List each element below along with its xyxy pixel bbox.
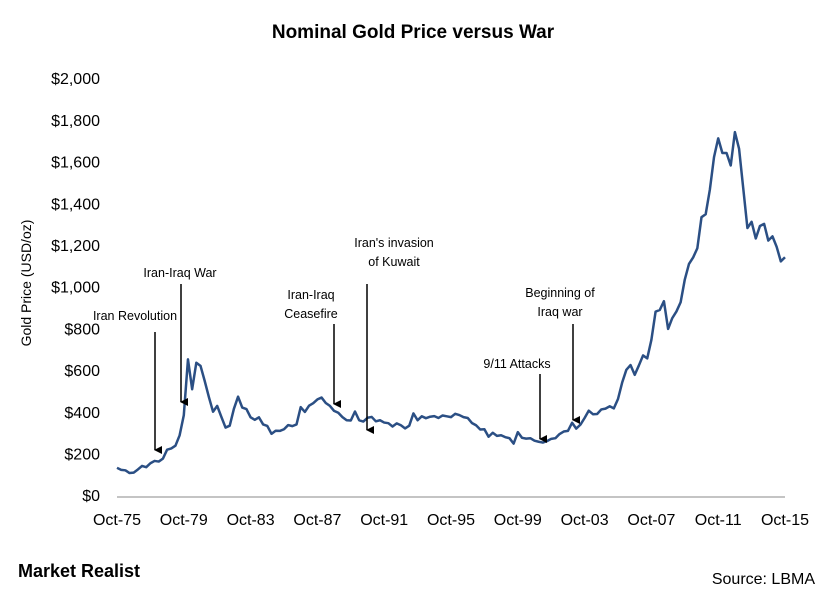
annotation-line: Iran's invasion [354,236,434,250]
source: Source: LBMA [712,571,815,588]
x-tick-label: Oct-99 [494,512,542,529]
x-tick-label: Oct-79 [160,512,208,529]
annotation: Iran's invasion of Kuwait [354,236,434,269]
y-tick-label: $1,600 [51,155,100,172]
annotation: Iran Revolution [93,309,177,323]
y-tick-label: $2,000 [51,71,100,88]
annotation-line: Ceasefire [284,307,338,321]
y-tick-label: $600 [64,363,100,380]
x-tick-label: Oct-11 [695,512,742,529]
annotation: 9/11 Attacks [483,357,550,371]
x-tick-label: Oct-03 [561,512,609,529]
y-tick-label: $800 [64,321,100,338]
annotation-line: Iran Revolution [93,309,177,323]
annotation-line: 9/11 Attacks [483,357,550,371]
price-line [116,130,786,475]
annotation: Beginning of Iraq war [525,286,595,319]
x-tick-label: Oct-15 [761,512,809,529]
annotation-line: of Kuwait [368,255,420,269]
x-tick-label: Oct-07 [627,512,675,529]
y-tick-label: $0 [82,488,100,505]
y-tick-label: $200 [64,447,100,464]
y-tick-label: $1,200 [51,238,100,255]
x-tick-label: Oct-87 [293,512,341,529]
annotation: Iran-Iraq Ceasefire [284,288,338,321]
annotation-line: Iraq war [537,305,582,319]
annotation: Iran-Iraq War [143,266,216,280]
annotation-line: Iran-Iraq [287,288,334,302]
y-tick-label: $400 [64,405,100,422]
y-tick-label: $1,800 [51,113,100,130]
x-tick-label: Oct-83 [227,512,275,529]
x-tick-label: Oct-75 [93,512,141,529]
y-tick-label: $1,400 [51,196,100,213]
chart-title: Nominal Gold Price versus War [272,22,555,43]
annotation-line: Beginning of [525,286,595,300]
y-tick-label: $1,000 [51,280,100,297]
annotation-line: Iran-Iraq War [143,266,216,280]
brand: Market Realist [18,561,140,581]
x-tick-label: Oct-91 [360,512,408,529]
y-axis-label: Gold Price (USD/oz) [18,220,34,347]
x-tick-label: Oct-95 [427,512,475,529]
